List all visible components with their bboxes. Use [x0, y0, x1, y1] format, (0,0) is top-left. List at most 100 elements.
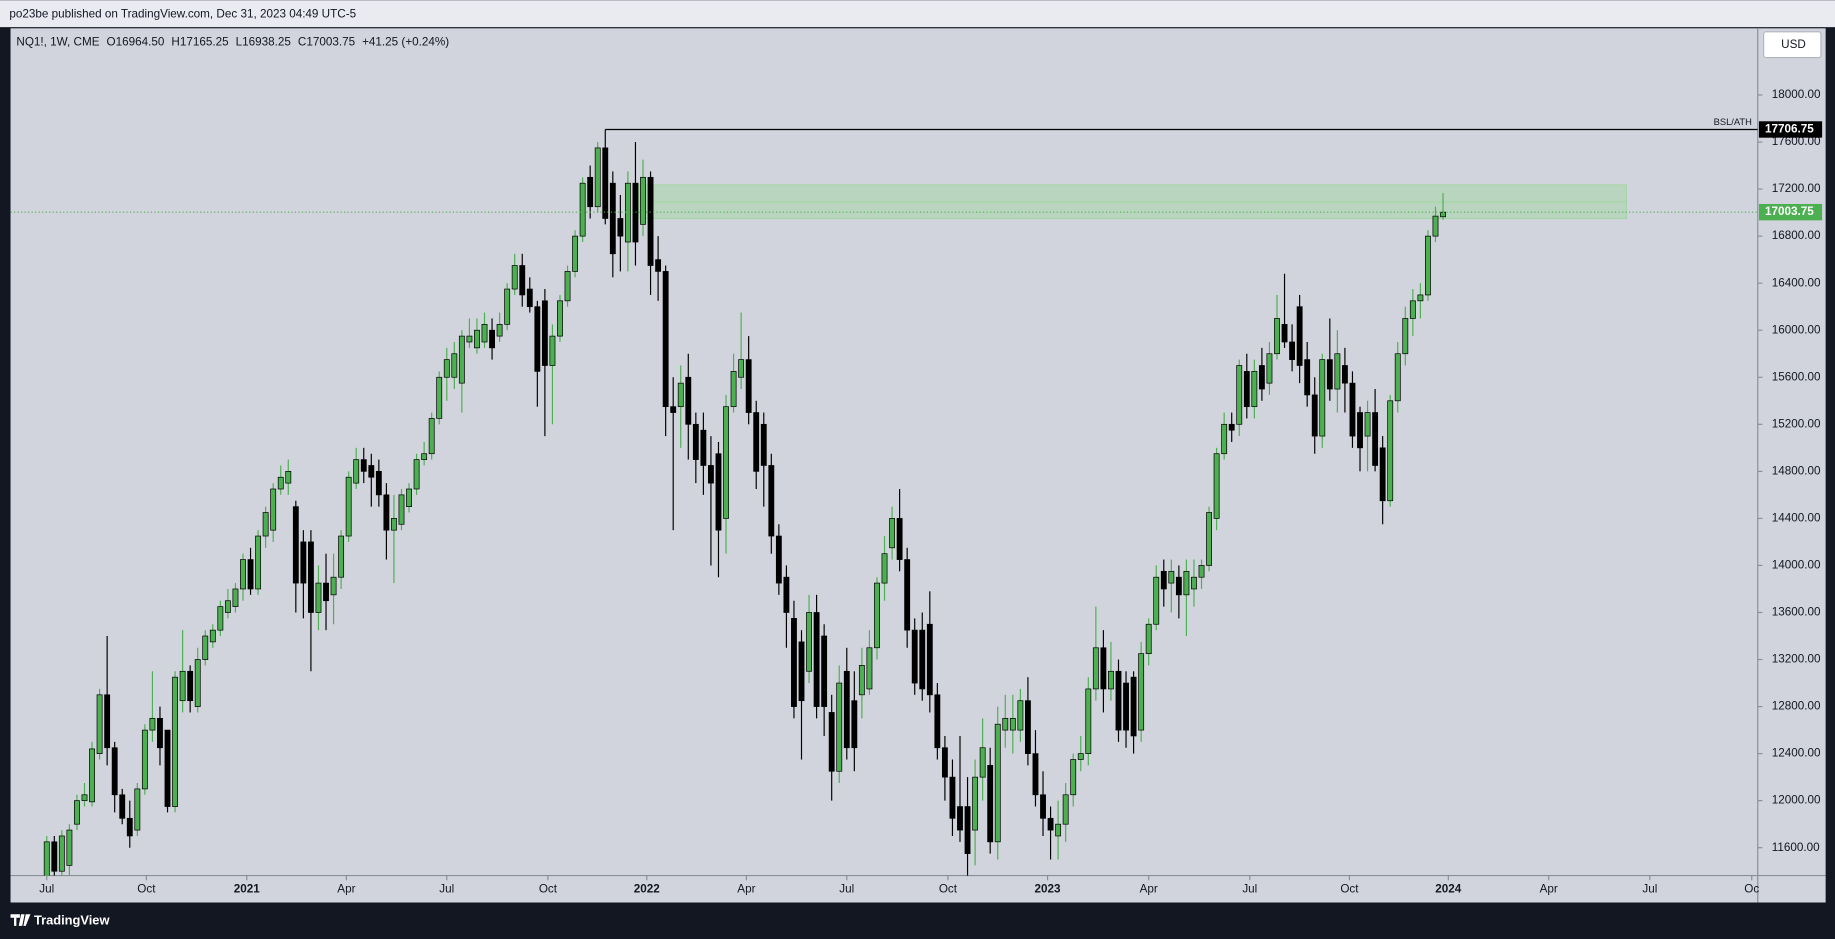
candle-body [919, 629, 926, 690]
candle-body [1017, 700, 1024, 731]
candle-body [730, 371, 737, 408]
ath-badge-label: 17706.75 [1765, 123, 1814, 136]
candle-body [1123, 682, 1129, 731]
y-tick-label: 16000.00 [1772, 323, 1821, 336]
y-tick-label: 12400.00 [1772, 747, 1821, 760]
x-tick-label: Apr [337, 883, 355, 896]
candle-body [1115, 670, 1122, 731]
currency-button[interactable] [1763, 31, 1822, 59]
y-tick-label: 15600.00 [1772, 370, 1821, 383]
candle-body [791, 618, 797, 707]
candle-body [843, 670, 850, 749]
candle-body [723, 406, 729, 519]
candle-body [1349, 382, 1356, 437]
candle-body [157, 717, 163, 749]
candle-body [292, 506, 299, 584]
candle-body [806, 612, 812, 672]
legend-high: H17165.25 [171, 35, 229, 48]
candle-body [398, 494, 405, 525]
candle-body [640, 176, 646, 225]
candle-body [1296, 306, 1303, 366]
y-tick-label: 12800.00 [1772, 700, 1821, 713]
candle-body [1341, 365, 1348, 384]
candle-body [255, 535, 262, 590]
candle-body [474, 329, 480, 349]
candle-body [458, 335, 465, 384]
candle-body [1417, 294, 1424, 302]
candle-body [1024, 700, 1031, 754]
candle-body [1425, 235, 1431, 296]
candle-body [489, 329, 495, 349]
y-tick-label: 11600.00 [1772, 841, 1820, 854]
candle-body [874, 582, 880, 649]
y-tick-label: 14800.00 [1772, 464, 1821, 477]
candle-body [609, 182, 616, 255]
ath-label: BSL/ATH [1714, 117, 1752, 127]
candle-body [987, 765, 994, 843]
y-tick-label: 14000.00 [1772, 559, 1821, 572]
chart-area [10, 28, 1826, 903]
candle-body [836, 682, 843, 772]
candle-body [858, 665, 865, 696]
candle-body [149, 717, 156, 731]
candle-body [126, 817, 133, 837]
candle-body [96, 694, 103, 754]
candle-body [1168, 570, 1175, 584]
candle-body [111, 747, 118, 796]
zone [637, 184, 1628, 203]
candle-body [1243, 371, 1250, 408]
candle-body [323, 582, 329, 602]
candle-body [911, 629, 918, 684]
legend: NQ1!, 1W, CME O16964.50 H17165.25 L16938.25… [16, 35, 449, 48]
y-tick-label: 16400.00 [1772, 276, 1821, 289]
legend-open: O16964.50 [107, 35, 165, 48]
candle-body [481, 323, 488, 343]
legend-symbol: NQ1!, 1W, CME [16, 35, 99, 48]
candle-body [1357, 412, 1363, 449]
candle-body [1191, 576, 1197, 590]
x-tick-label: Apr [1540, 883, 1558, 896]
candle-body [768, 465, 775, 537]
x-tick-label: Oct [939, 883, 958, 896]
x-tick-label: Jul [39, 883, 54, 896]
candle-body [391, 518, 397, 531]
candle-body [209, 629, 216, 643]
candle-body [828, 712, 835, 772]
candle-body [889, 518, 895, 549]
candle-body [172, 676, 178, 807]
x-tick-label: 2024 [1435, 883, 1462, 896]
candle-body [1326, 359, 1333, 390]
candle-body [421, 453, 428, 460]
candle-body [300, 541, 307, 584]
y-tick-label: 13200.00 [1772, 653, 1821, 666]
candle-body [307, 541, 314, 613]
candle-body [934, 694, 941, 749]
x-tick-label: Apr [1140, 883, 1158, 896]
zone [637, 201, 1628, 220]
candle-body [360, 459, 367, 472]
candle-body [738, 359, 745, 378]
candle-body [1432, 215, 1439, 237]
candle-body [43, 841, 50, 876]
candle-body [277, 476, 284, 490]
candle-body [1379, 447, 1386, 502]
candle-body [1002, 717, 1009, 731]
header-text: po23be published on TradingView.com, Dec… [9, 7, 356, 20]
candle-body [436, 376, 443, 419]
ath-badge [1758, 121, 1823, 138]
candle-body [881, 553, 888, 584]
legend-change: +41.25 (+0.24%) [362, 35, 449, 48]
candle-body [557, 300, 563, 337]
candle-body [270, 488, 277, 531]
candle-body [1077, 753, 1084, 760]
x-tick-label: Jul [839, 883, 854, 896]
y-tick-label: 12000.00 [1772, 794, 1821, 807]
candle-body [1387, 400, 1394, 502]
candle-body [164, 729, 171, 807]
candle-body [1160, 570, 1167, 590]
candle-body [624, 182, 631, 243]
candle-body [383, 494, 390, 531]
y-tick-label: 13600.00 [1772, 606, 1821, 619]
candle-body [972, 776, 979, 831]
